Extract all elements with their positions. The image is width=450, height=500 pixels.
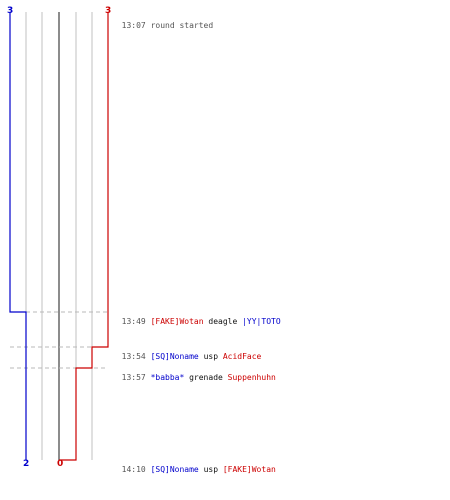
event-time: 13:57 bbox=[121, 373, 146, 382]
red-end-count: 0 bbox=[57, 459, 64, 469]
event-kill: 13:54 [SQ]Noname usp AcidFace bbox=[112, 342, 262, 362]
event-kill: 13:49 [FAKE]Wotan deagle |YY|TOTO bbox=[112, 307, 281, 327]
event-time: 13:07 bbox=[121, 21, 146, 30]
event-time: 13:54 bbox=[121, 352, 146, 361]
victim-name: |YY|TOTO bbox=[242, 317, 281, 326]
victim-name: [FAKE]Wotan bbox=[222, 465, 276, 474]
timeline-grid bbox=[25, 12, 93, 460]
red-start-count: 3 bbox=[105, 6, 112, 16]
blue-end-count: 2 bbox=[23, 459, 30, 469]
event-kill: 14:10 [SQ]Noname usp [FAKE]Wotan bbox=[112, 455, 276, 475]
red-team-line bbox=[59, 12, 109, 461]
weapon-name: grenade bbox=[189, 373, 223, 382]
victim-name: AcidFace bbox=[222, 352, 262, 361]
killer-name: *babba* bbox=[150, 373, 185, 382]
event-text: round started bbox=[150, 21, 214, 30]
weapon-name: deagle bbox=[208, 317, 238, 326]
weapon-name: usp bbox=[203, 352, 219, 361]
blue-team-line bbox=[9, 12, 27, 460]
event-time: 14:10 bbox=[121, 465, 146, 474]
event-kill: 13:57 *babba* grenade Suppenhuhn bbox=[112, 363, 276, 383]
weapon-name: usp bbox=[203, 465, 219, 474]
blue-start-count: 3 bbox=[7, 6, 14, 16]
killer-name: [SQ]Noname bbox=[150, 465, 199, 474]
killer-name: [FAKE]Wotan bbox=[150, 317, 204, 326]
killer-name: [SQ]Noname bbox=[150, 352, 199, 361]
event-time: 13:49 bbox=[121, 317, 146, 326]
event-round-start: 13:07 round started bbox=[112, 11, 214, 31]
victim-name: Suppenhuhn bbox=[227, 373, 276, 382]
